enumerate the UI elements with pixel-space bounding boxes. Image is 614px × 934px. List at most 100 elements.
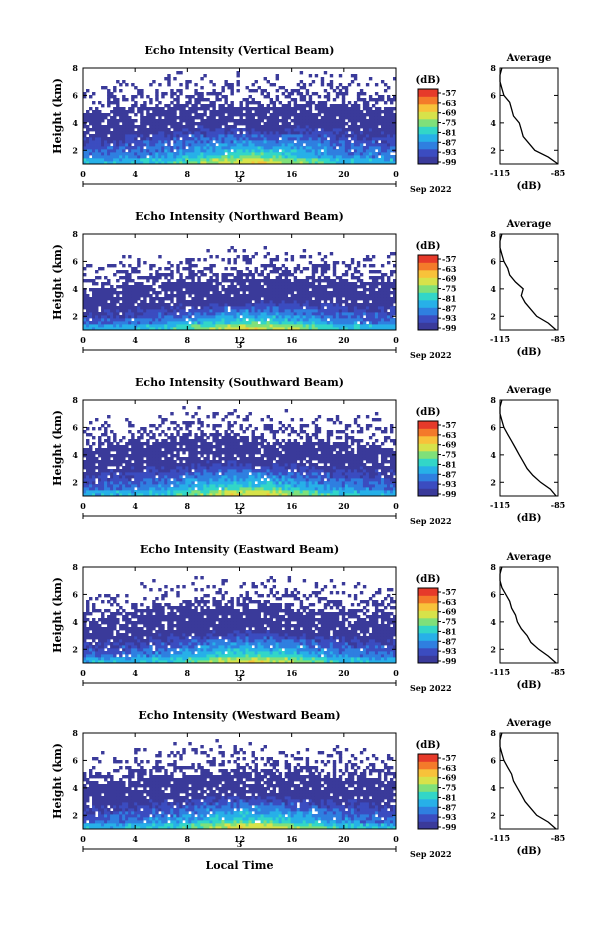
heatmap-cell [155, 128, 158, 131]
heatmap-cell [116, 158, 119, 161]
heatmap-cell [161, 113, 164, 116]
heatmap-cell [131, 487, 134, 490]
heatmap-cell [345, 318, 348, 321]
heatmap-cell [188, 303, 191, 306]
heatmap-cell [167, 107, 170, 110]
heatmap-cell [125, 273, 128, 276]
heatmap-cell [270, 318, 273, 321]
heatmap-cell [134, 101, 137, 104]
heatmap-cell [221, 137, 224, 140]
heatmap-cell [318, 110, 321, 113]
heatmap-cell [191, 300, 194, 303]
heatmap-cell [140, 113, 143, 116]
heatmap-cell [161, 303, 164, 306]
heatmap-cell [149, 131, 152, 134]
heatmap-cell [285, 297, 288, 300]
heatmap-cell [113, 273, 116, 276]
heatmap-cell [327, 297, 330, 300]
heatmap-cell [369, 276, 372, 279]
heatmap-cell [360, 134, 363, 137]
heatmap-cell [339, 83, 342, 86]
heatmap-cell [179, 273, 182, 276]
heatmap-cell [297, 119, 300, 122]
heatmap-cell [107, 460, 110, 463]
heatmap-cell [143, 288, 146, 291]
heatmap-cell [107, 113, 110, 116]
heatmap-cell [227, 249, 230, 252]
heatmap-cell [369, 158, 372, 161]
heatmap-cell [107, 279, 110, 282]
heatmap-cell [252, 152, 255, 155]
heatmap-cell [333, 104, 336, 107]
heatmap-cell [363, 113, 366, 116]
heatmap-cell [236, 119, 239, 122]
heatmap-cell [107, 122, 110, 125]
heatmap-cell [173, 469, 176, 472]
heatmap-cell [387, 288, 390, 291]
heatmap-cell [381, 98, 384, 101]
heatmap-cell [92, 149, 95, 152]
heatmap-cell [128, 318, 131, 321]
heatmap-cell [324, 294, 327, 297]
heatmap-cell [152, 315, 155, 318]
heatmap-cell [227, 315, 230, 318]
heatmap-cell [197, 466, 200, 469]
heatmap-cell [83, 475, 86, 478]
heatmap-cell [83, 146, 86, 149]
heatmap-cell [152, 454, 155, 457]
heatmap-cell [125, 294, 128, 297]
heatmap-cell [387, 300, 390, 303]
heatmap-cell [173, 107, 176, 110]
heatmap-cell [197, 152, 200, 155]
heatmap-cell [288, 297, 291, 300]
heatmap-cell [155, 140, 158, 143]
heatmap-cell [122, 312, 125, 315]
heatmap-cell [309, 131, 312, 134]
heatmap-cell [116, 457, 119, 460]
heatmap-cell [227, 294, 230, 297]
heatmap-cell [233, 300, 236, 303]
heatmap-cell [140, 128, 143, 131]
heatmap-cell [161, 282, 164, 285]
heatmap-cell [122, 155, 125, 158]
heatmap-cell [176, 137, 179, 140]
heatmap-cell [387, 255, 390, 258]
heatmap-cell [261, 306, 264, 309]
heatmap-cell [330, 137, 333, 140]
heatmap-cell [264, 309, 267, 312]
heatmap-cell [116, 152, 119, 155]
heatmap-cell [182, 158, 185, 161]
heatmap-cell [336, 125, 339, 128]
heatmap-cell [131, 122, 134, 125]
heatmap-cell [140, 427, 143, 430]
heatmap-cell [149, 448, 152, 451]
heatmap-cell [312, 101, 315, 104]
heatmap-cell [360, 279, 363, 282]
heatmap-cell [83, 321, 86, 324]
heatmap-cell [369, 119, 372, 122]
heatmap-cell [86, 475, 89, 478]
heatmap-cell [128, 128, 131, 131]
heatmap-cell [119, 457, 122, 460]
heatmap-cell [167, 110, 170, 113]
heatmap-cell [122, 306, 125, 309]
heatmap-cell [116, 122, 119, 125]
heatmap-cell [173, 490, 176, 493]
colorbar-swatch [418, 293, 438, 301]
heatmap-cell [297, 312, 300, 315]
heatmap-cell [381, 303, 384, 306]
heatmap-cell [369, 116, 372, 119]
heatmap-cell [387, 291, 390, 294]
heatmap-cell [176, 134, 179, 137]
heatmap-cell [191, 282, 194, 285]
heatmap-cell [89, 460, 92, 463]
heatmap-cell [197, 288, 200, 291]
heatmap-cell [384, 318, 387, 321]
heatmap-cell [321, 122, 324, 125]
heatmap-cell [203, 273, 206, 276]
heatmap-cell [318, 276, 321, 279]
heatmap-cell [113, 95, 116, 98]
heatmap-cell [267, 252, 270, 255]
heatmap-cell [167, 460, 170, 463]
